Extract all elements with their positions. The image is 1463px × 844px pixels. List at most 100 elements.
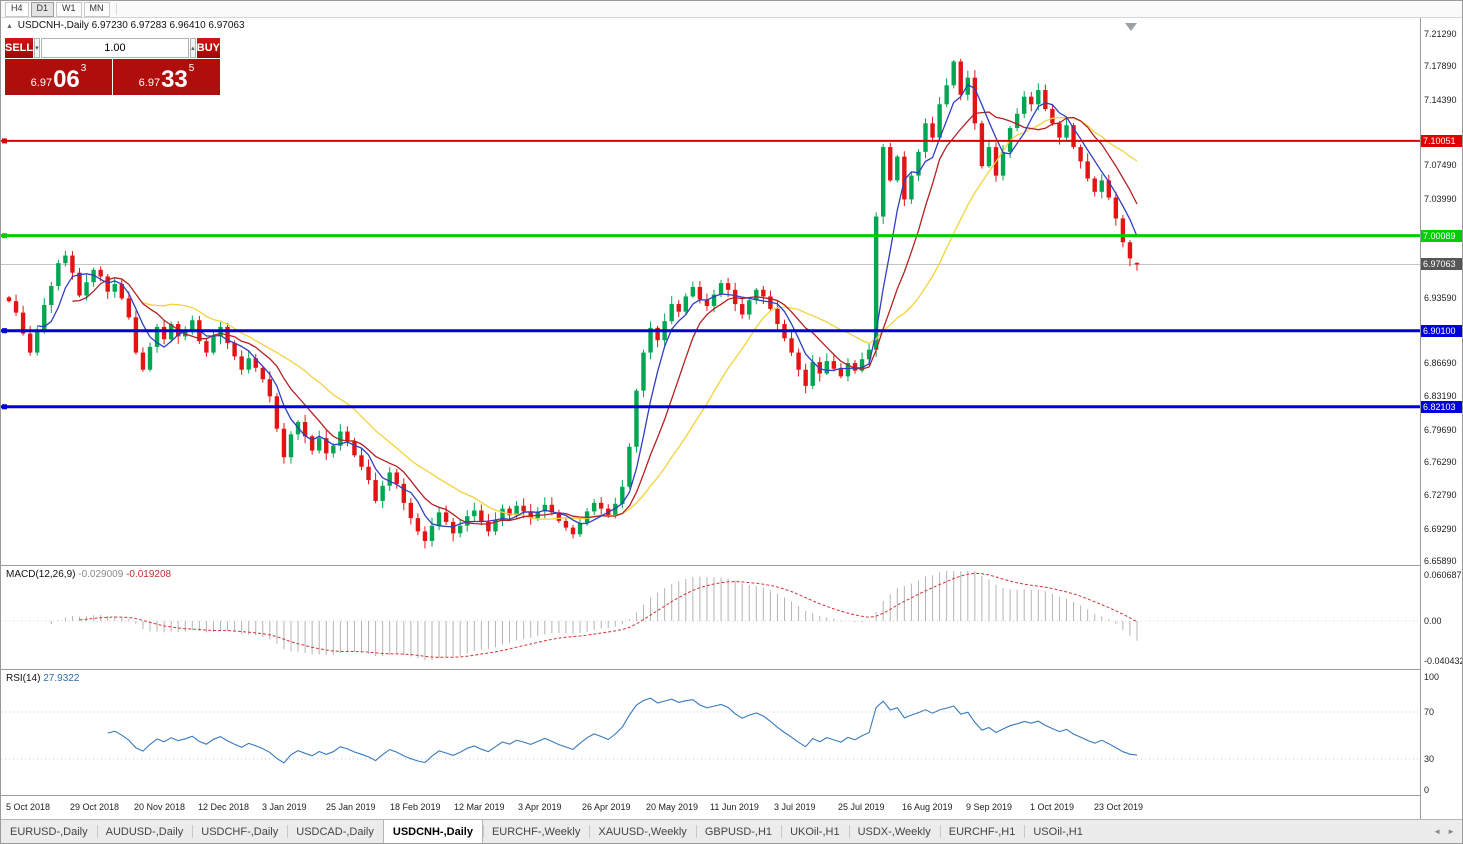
price-scale-label: 7.21290 xyxy=(1424,29,1457,39)
price-scale-label: 6.79690 xyxy=(1424,424,1457,435)
macd-pane[interactable]: MACD(12,26,9) -0.029009 -0.019208 xyxy=(1,567,1422,670)
chart-tab-bar: EURUSD-,Daily AUDUSD-,Daily USDCHF-,Daily U… xyxy=(1,819,1462,843)
chart-tab-eurchf-weekly[interactable]: EURCHF-,Weekly xyxy=(482,820,589,843)
chart-tab-audusd-daily[interactable]: AUDUSD-,Daily xyxy=(96,820,193,843)
time-axis-label: 12 Dec 2018 xyxy=(198,802,250,812)
tab-scroll-right-icon[interactable]: ► xyxy=(1447,827,1455,836)
timeframe-button-mn[interactable]: MN xyxy=(83,1,110,17)
time-axis-label: 20 May 2019 xyxy=(646,802,699,812)
volume-input[interactable] xyxy=(40,38,189,58)
time-axis-label: 20 Nov 2018 xyxy=(134,802,186,812)
time-axis-label: 11 Jun 2019 xyxy=(710,802,759,812)
rsi-chart-svg[interactable] xyxy=(1,671,1422,796)
macd-name: MACD(12,26,9) xyxy=(6,569,76,580)
level-price-box: 7.10051 xyxy=(1421,134,1462,147)
bid-price-box: 6.97063 xyxy=(1421,258,1462,271)
macd-label: MACD(12,26,9) -0.029009 -0.019208 xyxy=(6,569,171,580)
macd-scale-label: -0.040432 xyxy=(1424,655,1463,666)
chart-tab-gbpusd-h1[interactable]: GBPUSD-,H1 xyxy=(695,820,781,843)
symbol-name: USDCNH-,Daily xyxy=(17,20,89,31)
price-scale-label: 7.14390 xyxy=(1424,94,1457,105)
chart-tab-xauusd-weekly[interactable]: XAUUSD-,Weekly xyxy=(589,820,695,843)
time-axis-label: 12 Mar 2019 xyxy=(454,802,505,812)
timeframe-button-w1[interactable]: W1 xyxy=(56,1,82,17)
buy-price-main: 33 xyxy=(161,66,188,93)
chart-tab-ukoil-h1[interactable]: UKOil-,H1 xyxy=(781,820,849,843)
time-axis-label: 16 Aug 2019 xyxy=(902,802,953,812)
price-scale[interactable]: 7.21290 7.17890 7.14390 7.07490 7.03990 6.935… xyxy=(1420,18,1462,819)
macd-scale-label: 0.00 xyxy=(1424,616,1442,626)
rsi-scale-label: 30 xyxy=(1424,754,1435,764)
rsi-scale-label: 100 xyxy=(1424,671,1440,682)
sell-price-main: 06 xyxy=(53,66,80,93)
level-price-box: 7.00089 xyxy=(1421,229,1462,242)
macd-chart-svg[interactable] xyxy=(1,567,1422,670)
time-axis-label: 18 Feb 2019 xyxy=(390,802,441,812)
chart-tab-usdcnh-daily[interactable]: USDCNH-,Daily xyxy=(382,820,483,843)
sell-price-pip: 3 xyxy=(80,63,87,74)
price-pane[interactable]: ▲ USDCNH-,Daily 6.97230 6.97283 6.96410 … xyxy=(1,18,1422,566)
chart-area[interactable]: ▲ USDCNH-,Daily 6.97230 6.97283 6.96410 … xyxy=(1,18,1462,819)
price-scale-label: 6.72790 xyxy=(1424,490,1457,501)
buy-price-pip: 5 xyxy=(188,63,195,74)
collapse-trade-panel-icon[interactable]: ▲ xyxy=(6,23,13,30)
rsi-label: RSI(14) 27.9322 xyxy=(6,673,79,684)
time-axis-label: 25 Jul 2019 xyxy=(838,802,885,812)
timeframe-button-h4[interactable]: H4 xyxy=(5,1,29,17)
macd-scale-label: 0.060687 xyxy=(1424,569,1462,580)
timeframe-toolbar: H4 D1 W1 MN xyxy=(1,1,1462,18)
sell-price-display[interactable]: 6.97 06 3 xyxy=(5,59,112,95)
buy-button[interactable]: BUY xyxy=(196,38,220,58)
chart-tab-usdx-weekly[interactable]: USDX-,Weekly xyxy=(848,820,940,843)
rsi-value: 27.9322 xyxy=(43,673,80,684)
time-axis-label: 29 Oct 2018 xyxy=(70,802,120,812)
moving-average-lines xyxy=(37,83,1138,528)
chart-tab-eurusd-daily[interactable]: EURUSD-,Daily xyxy=(10,825,88,838)
chart-tab-usdchf-daily[interactable]: USDCHF-,Daily xyxy=(192,820,287,843)
symbol-ohlc: 6.97230 6.97283 6.96410 6.97063 xyxy=(91,20,245,31)
chart-tab-usdcad-daily[interactable]: USDCAD-,Daily xyxy=(287,820,383,843)
timeframe-button-d1[interactable]: D1 xyxy=(30,1,55,17)
rsi-line xyxy=(107,697,1138,764)
time-axis-label: 9 Sep 2019 xyxy=(966,802,1013,812)
time-axis-label: 25 Jan 2019 xyxy=(326,802,376,812)
candlestick-chart-svg[interactable] xyxy=(1,18,1422,566)
macd-histogram xyxy=(50,571,1138,661)
price-scale-label: 6.86690 xyxy=(1424,358,1457,369)
chart-tab-usoil-h1[interactable]: USOil-,H1 xyxy=(1024,820,1092,843)
tab-scroll-controls: ◄ ► xyxy=(1426,820,1462,843)
time-axis-label: 23 Oct 2019 xyxy=(1094,802,1144,812)
volume-decrease-button[interactable]: ▾ xyxy=(34,38,40,58)
chart-tab-eurchf-h1[interactable]: EURCHF-,H1 xyxy=(939,820,1025,843)
toolbar-separator xyxy=(115,3,117,15)
tab-scroll-left-icon[interactable]: ◄ xyxy=(1433,827,1442,836)
time-axis[interactable]: 5 Oct 2018 29 Oct 2018 20 Nov 2018 12 Dec 2… xyxy=(1,797,1422,819)
rsi-name: RSI(14) xyxy=(6,673,41,684)
macd-main-value: -0.029009 xyxy=(78,569,124,580)
volume-increase-button[interactable]: ▴ xyxy=(189,38,196,58)
price-scale-label: 7.17890 xyxy=(1424,61,1457,72)
price-scale-label: 7.07490 xyxy=(1424,160,1457,171)
macd-signal-value: -0.019208 xyxy=(126,569,172,580)
sell-button[interactable]: SELL xyxy=(5,38,34,58)
sell-price-prefix: 6.97 xyxy=(30,77,53,89)
price-scale-label: 6.93590 xyxy=(1424,292,1457,303)
time-axis-label: 3 Jan 2019 xyxy=(262,802,307,812)
time-axis-label: 3 Apr 2019 xyxy=(518,802,562,812)
chart-shift-marker-icon xyxy=(1125,23,1137,31)
horizontal-level-lines xyxy=(1,138,1422,410)
time-axis-label: 26 Apr 2019 xyxy=(582,802,631,812)
buy-price-display[interactable]: 6.97 33 5 xyxy=(113,59,220,95)
level-price-box: 6.82103 xyxy=(1421,400,1462,413)
price-scale-label: 6.83190 xyxy=(1424,391,1457,402)
rsi-pane[interactable]: RSI(14) 27.9322 xyxy=(1,671,1422,796)
rsi-scale-label: 0 xyxy=(1424,785,1430,795)
price-scale-label: 6.65890 xyxy=(1424,556,1457,566)
symbol-title: ▲ USDCNH-,Daily 6.97230 6.97283 6.96410 … xyxy=(6,20,245,31)
time-axis-label: 1 Oct 2019 xyxy=(1030,802,1075,812)
macd-signal-line xyxy=(79,572,1138,658)
price-scale-label: 6.69290 xyxy=(1424,523,1457,534)
rsi-scale-label: 70 xyxy=(1424,707,1435,717)
time-axis-label: 3 Jul 2019 xyxy=(774,802,816,812)
